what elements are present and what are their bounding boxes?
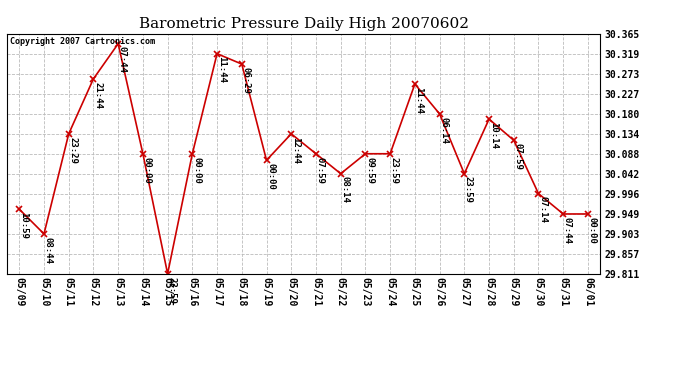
Text: 00:00: 00:00: [266, 163, 275, 190]
Text: 00:00: 00:00: [192, 156, 201, 183]
Text: 07:44: 07:44: [563, 217, 572, 244]
Text: 07:59: 07:59: [513, 143, 522, 170]
Text: 07:14: 07:14: [538, 196, 547, 223]
Text: 10:59: 10:59: [19, 212, 28, 239]
Text: 10:14: 10:14: [489, 122, 497, 149]
Title: Barometric Pressure Daily High 20070602: Barometric Pressure Daily High 20070602: [139, 17, 469, 31]
Text: 00:00: 00:00: [588, 217, 597, 244]
Text: 09:59: 09:59: [365, 156, 374, 183]
Text: 21:44: 21:44: [93, 82, 102, 108]
Text: 00:00: 00:00: [143, 156, 152, 183]
Text: 23:29: 23:29: [68, 136, 77, 164]
Text: 08:44: 08:44: [43, 237, 52, 264]
Text: 23:59: 23:59: [167, 276, 176, 303]
Text: 11:44: 11:44: [217, 57, 226, 83]
Text: 23:59: 23:59: [464, 177, 473, 203]
Text: 07:59: 07:59: [315, 156, 324, 183]
Text: Copyright 2007 Cartronics.com: Copyright 2007 Cartronics.com: [10, 38, 155, 46]
Text: 07:44: 07:44: [118, 46, 127, 74]
Text: 06:14: 06:14: [440, 117, 449, 144]
Text: 12:44: 12:44: [291, 136, 300, 164]
Text: 23:59: 23:59: [390, 156, 399, 183]
Text: 06:29: 06:29: [241, 67, 250, 94]
Text: 08:14: 08:14: [340, 177, 349, 203]
Text: 11:44: 11:44: [415, 87, 424, 114]
